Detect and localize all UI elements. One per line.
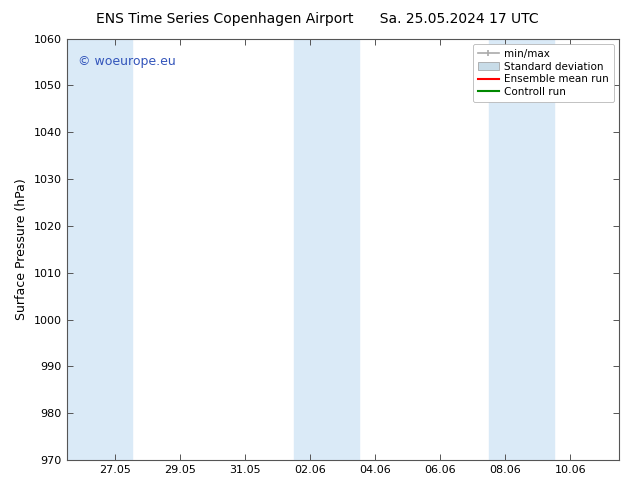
- Y-axis label: Surface Pressure (hPa): Surface Pressure (hPa): [15, 178, 28, 320]
- Bar: [489, 39, 554, 460]
- Text: © woeurope.eu: © woeurope.eu: [77, 55, 176, 69]
- Bar: [294, 39, 359, 460]
- Text: ENS Time Series Copenhagen Airport      Sa. 25.05.2024 17 UTC: ENS Time Series Copenhagen Airport Sa. 2…: [96, 12, 538, 26]
- Bar: [67, 39, 131, 460]
- Legend: min/max, Standard deviation, Ensemble mean run, Controll run: min/max, Standard deviation, Ensemble me…: [472, 44, 614, 102]
